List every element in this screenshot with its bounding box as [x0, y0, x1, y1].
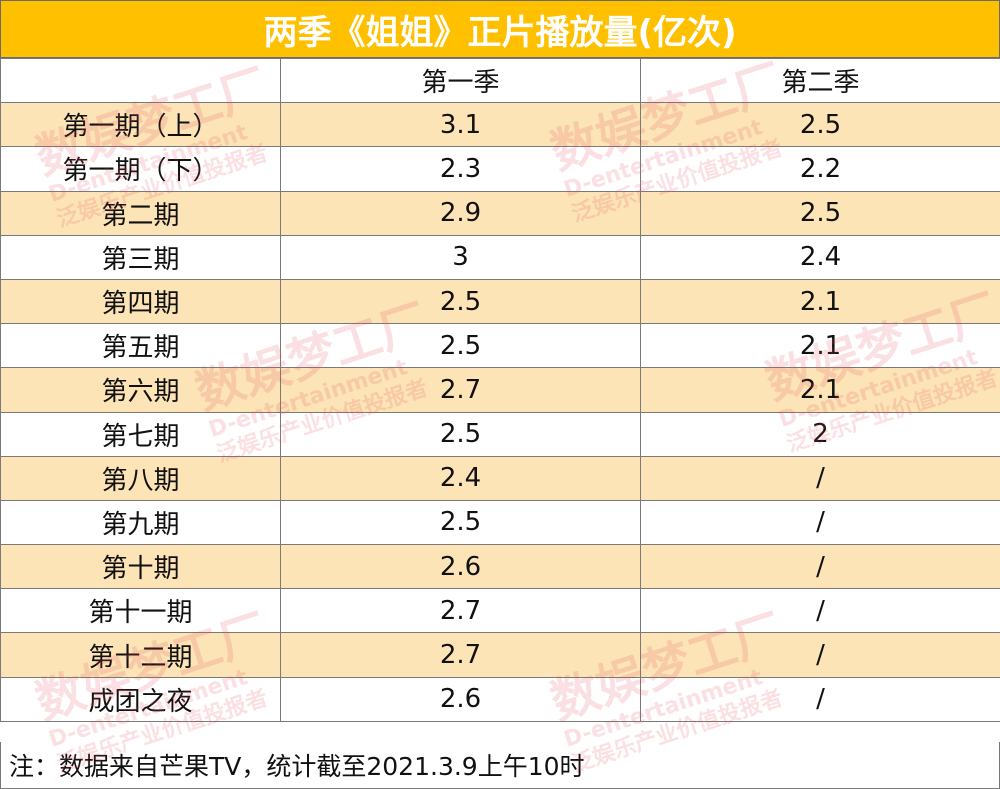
episode-label: 第六期	[0, 367, 281, 413]
season2-value: 2.2	[640, 146, 1000, 192]
season1-value: 2.3	[280, 146, 641, 192]
table-row: 第三期 3 2.4	[0, 234, 1000, 280]
table-row: 第十一期 2.7/	[0, 588, 1000, 634]
table-row: 第五期 2.5 2.1	[0, 323, 1000, 369]
episode-label: 第三期	[0, 234, 281, 280]
header-cell: 第一季	[280, 57, 641, 104]
season2-value: 2.5	[640, 102, 1000, 148]
episode-label: 第十一期	[0, 588, 281, 634]
table-row: 第二期 2.9 2.5	[0, 190, 1000, 236]
table-row: 第八期 2.4/	[0, 455, 1000, 501]
season2-value: 2	[640, 411, 1000, 457]
table-row: 第六期 2.7 2.1	[0, 367, 1000, 413]
season1-value: 2.5	[280, 323, 641, 369]
season1-value: 2.6	[280, 544, 641, 590]
table-row: 第一期（下） 2.3 2.2	[0, 146, 1000, 192]
table-row: 第四期 2.5 2.1	[0, 278, 1000, 325]
header-cell-empty	[0, 57, 281, 104]
episode-label: 第一期（上）	[0, 102, 281, 148]
season1-value: 3.1	[280, 102, 641, 148]
episode-label: 第九期	[0, 499, 281, 546]
season2-value: 2.5	[640, 190, 1000, 236]
season1-value: 2.7	[280, 632, 641, 678]
season1-value: 2.7	[280, 367, 641, 413]
table-row: 第十二期 2.7/	[0, 632, 1000, 678]
season1-value: 2.5	[280, 499, 641, 546]
episode-label: 第十期	[0, 544, 281, 590]
season2-value: /	[640, 499, 1000, 546]
season2-value: /	[640, 544, 1000, 590]
episode-label: 第七期	[0, 411, 281, 457]
table-row: 成团之夜 2.6/	[0, 676, 1000, 722]
season1-value: 2.4	[280, 455, 641, 501]
season1-value: 2.5	[280, 278, 641, 325]
season2-value: /	[640, 632, 1000, 678]
season1-value: 2.6	[280, 676, 641, 722]
episode-label: 第五期	[0, 323, 281, 369]
season2-value: 2.4	[640, 234, 1000, 280]
season2-value: /	[640, 455, 1000, 501]
table-row: 第七期 2.5 2	[0, 411, 1000, 457]
episode-label: 第一期（下）	[0, 146, 281, 192]
episode-label: 第十二期	[0, 632, 281, 678]
episode-label: 第四期	[0, 278, 281, 325]
header-row: 第一季 第二季	[0, 57, 1000, 104]
table-title: 两季《姐姐》正片播放量(亿次)	[0, 0, 1000, 58]
episode-label: 第二期	[0, 190, 281, 236]
table-row: 第一期（上） 3.1 2.5	[0, 102, 1000, 148]
season1-value: 2.7	[280, 588, 641, 634]
episode-label: 第八期	[0, 455, 281, 501]
header-cell: 第二季	[640, 57, 1000, 104]
data-table: 第一季 第二季 第一期（上） 3.1 2.5 第一期（下） 2.3 2.2 第二期 2.9 2.5 第…	[0, 57, 1000, 722]
table-row: 第九期 2.5/	[0, 499, 1000, 546]
season2-value: 2.1	[640, 367, 1000, 413]
season1-value: 2.9	[280, 190, 641, 236]
season2-value: /	[640, 588, 1000, 634]
season2-value: 2.1	[640, 323, 1000, 369]
season2-value: /	[640, 676, 1000, 722]
season1-value: 3	[280, 234, 641, 280]
season2-value: 2.1	[640, 278, 1000, 325]
episode-label: 成团之夜	[0, 676, 281, 722]
season1-value: 2.5	[280, 411, 641, 457]
table-row: 第十期 2.6/	[0, 544, 1000, 590]
source-note: 注：数据来自芒果TV，统计截至2021.3.9上午10时	[0, 742, 1000, 789]
